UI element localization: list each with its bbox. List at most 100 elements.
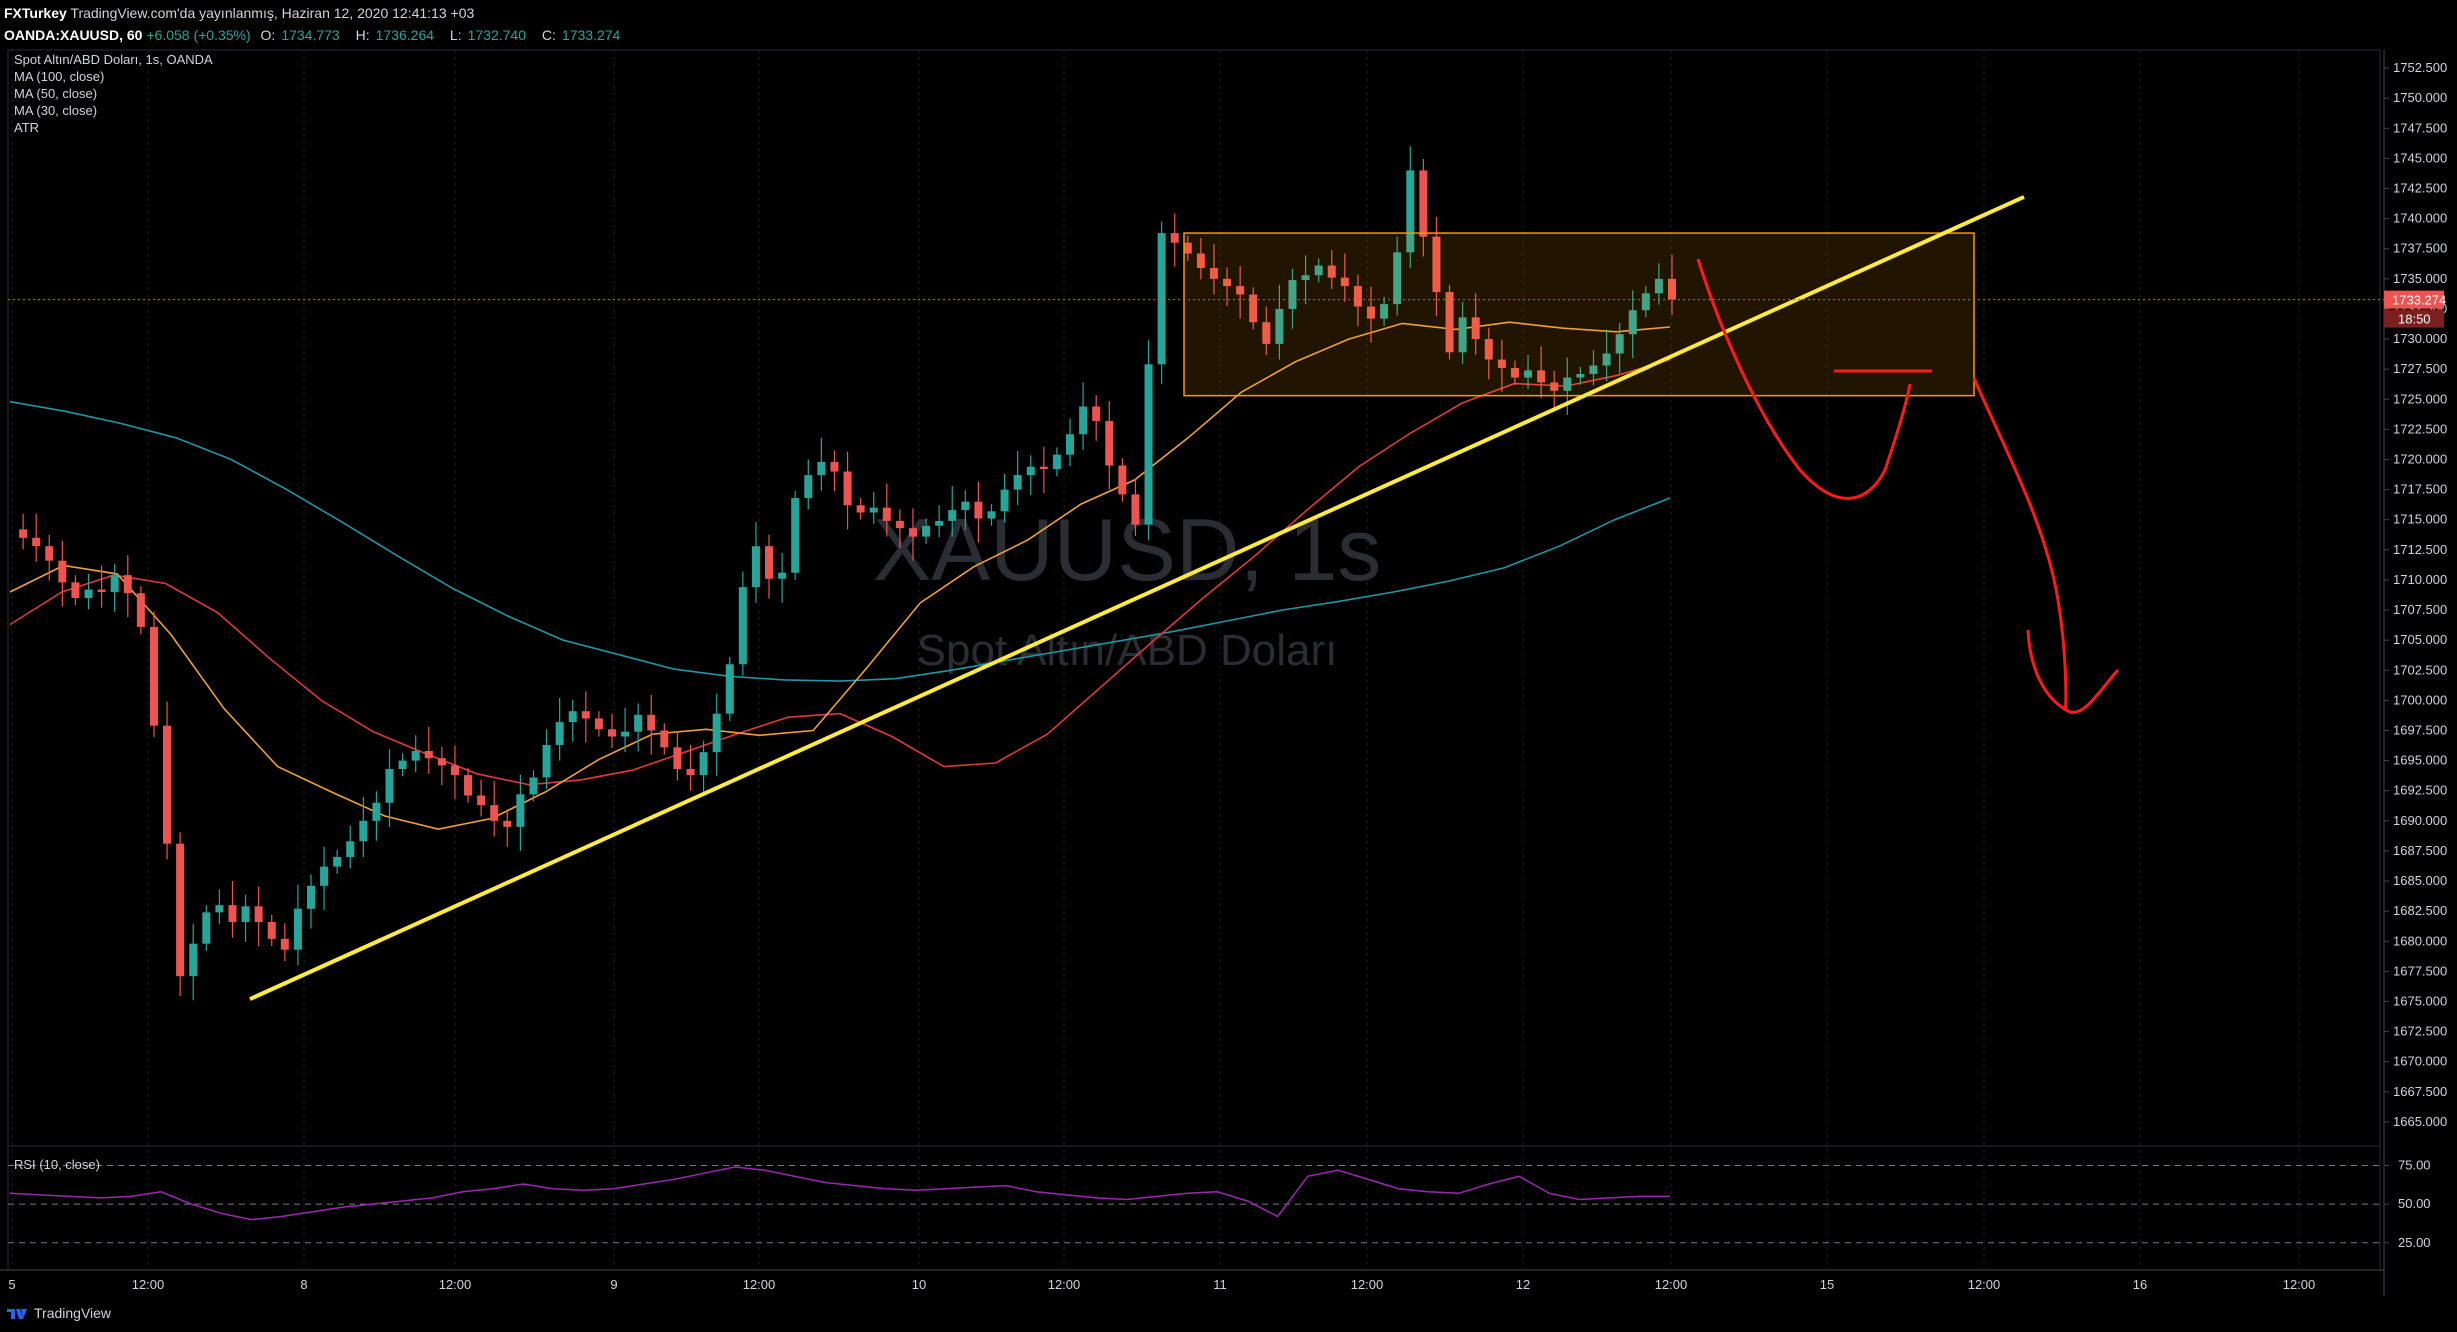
candle-body [1314,265,1323,276]
candle-body [1118,465,1127,495]
rsi-label[interactable]: RSI (10, close) [14,1157,100,1172]
y-tick-label: 1700.000 [2393,692,2447,707]
ohlc-low: L: 1732.740 [449,27,527,43]
candle-body [712,713,721,753]
candle-body [1301,275,1310,281]
candle-body [804,475,813,499]
y-tick-label: 1695.000 [2393,753,2447,768]
candle-body [346,841,355,857]
x-tick-label: 12:00 [2283,1277,2316,1292]
candle-body [19,529,28,538]
y-tick-label: 1687.500 [2393,843,2447,858]
candle-body [830,461,839,472]
candle-body [568,711,577,723]
y-tick-label: 1725.000 [2393,391,2447,406]
range-box[interactable] [1183,232,1975,397]
y-tick-label: 1727.500 [2393,361,2447,376]
x-tick-label: 11 [1213,1277,1227,1292]
footer-brand[interactable]: TradingView [34,1305,112,1321]
ma100-line [9,400,1671,682]
candle-body [778,572,787,579]
candle-body [1367,306,1376,319]
legend-ma50[interactable]: MA (50, close) [14,86,98,101]
candle-body [450,765,459,776]
candle-body [686,769,695,776]
y-tick-label: 1710.000 [2393,572,2447,587]
symbol-label[interactable]: OANDA:XAUUSD, 60 [4,27,143,43]
candle-body [1288,280,1297,309]
x-tick-label: 8 [300,1277,307,1292]
candle-body [1668,278,1676,300]
y-tick-label: 1707.500 [2393,602,2447,617]
candle-body [1196,253,1205,268]
candle-body [398,760,407,770]
candle-body [1589,365,1598,374]
candle-body [477,795,486,806]
x-tick-label: 9 [610,1277,617,1292]
candle-body [1353,286,1362,307]
y-tick-label: 1672.500 [2393,1024,2447,1039]
chart-header: FXTurkey TradingView.com'da yayınlanmış,… [4,2,632,46]
candle-body [738,587,747,665]
y-tick-label: 1667.500 [2393,1084,2447,1099]
y-tick-label: 1747.500 [2393,120,2447,135]
candle-body [32,537,41,547]
candle-body [856,505,865,513]
y-tick-label: 1742.500 [2393,181,2447,196]
drawing-drop-line[interactable] [1972,377,2068,710]
legend-title[interactable]: Spot Altın/ABD Doları, 1s, OANDA [14,52,213,67]
candle-body [699,752,708,776]
y-tick-label: 1712.500 [2393,542,2447,557]
candle-body [725,664,734,714]
candle-body [437,758,446,766]
candle-body [1524,370,1533,378]
candle-body [1000,489,1009,512]
indicator-legend: Spot Altın/ABD Doları, 1s, OANDA MA (100… [14,51,213,136]
drawing-curve-pullback[interactable] [1696,258,1912,500]
candle-body [647,714,656,731]
candle-body [411,750,420,761]
candle-body [1013,475,1022,490]
publish-line: FXTurkey TradingView.com'da yayınlanmış,… [4,2,632,24]
candle-body [1615,334,1624,354]
published-text: TradingView.com'da yayınlanmış, Haziran … [70,5,475,21]
legend-ma30[interactable]: MA (30, close) [14,103,98,118]
candle-body [1393,252,1402,305]
x-tick-label: 12:00 [132,1277,165,1292]
legend-atr[interactable]: ATR [14,120,40,135]
change-value: +6.058 (+0.35%) [146,27,251,43]
rsi-pane-frame [7,1145,2381,1271]
candle-body [1092,406,1101,421]
candle-body [1471,317,1480,340]
candle-body [306,885,315,909]
candle-body [163,725,172,844]
candle-body [895,520,904,529]
candle-body [372,802,381,821]
candle-body [1497,359,1506,368]
candle-body [529,777,538,795]
candle-body [621,731,630,737]
x-tick-label: 16 [2133,1277,2147,1292]
rsi-tick-label: 50.00 [2398,1196,2431,1211]
candle-body [516,794,525,827]
candle-body [869,507,878,513]
y-tick-label: 1692.500 [2393,783,2447,798]
candle-body [254,906,263,922]
candle-body [110,575,119,592]
trendline[interactable] [249,195,2025,1001]
y-tick-label: 1722.500 [2393,421,2447,436]
candle-body [1563,377,1572,391]
publisher-name[interactable]: FXTurkey [4,5,67,21]
candle-body [948,510,957,521]
candle-body [280,938,289,950]
candle-body [581,711,590,719]
y-tick-label: 1752.500 [2393,60,2447,75]
legend-ma100[interactable]: MA (100, close) [14,69,105,84]
footer: TradingView [6,1305,111,1321]
rsi-line [9,1166,1670,1221]
y-tick-label: 1675.000 [2393,993,2447,1008]
drawing-arrow-head[interactable] [2026,629,2120,714]
candle-body [385,769,394,803]
candle-body [1223,278,1232,287]
